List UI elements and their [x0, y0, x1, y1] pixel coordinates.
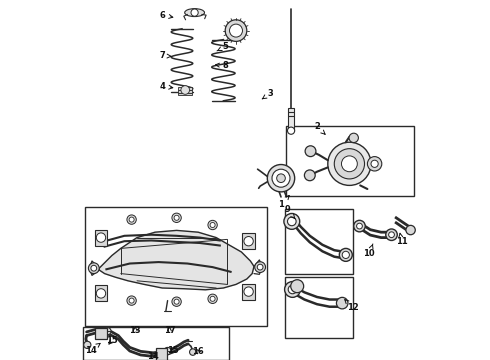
Circle shape: [158, 350, 165, 357]
Circle shape: [337, 297, 348, 309]
Circle shape: [129, 217, 134, 222]
Circle shape: [104, 328, 111, 335]
Circle shape: [191, 9, 198, 16]
Circle shape: [268, 165, 294, 192]
Circle shape: [277, 174, 285, 183]
Circle shape: [97, 289, 106, 298]
Circle shape: [88, 263, 99, 274]
Bar: [288, 108, 294, 130]
Text: 9: 9: [284, 205, 295, 219]
Circle shape: [354, 220, 365, 232]
Circle shape: [208, 294, 217, 303]
Circle shape: [389, 232, 394, 238]
Ellipse shape: [185, 9, 204, 17]
Bar: [95, 328, 107, 339]
Text: 17: 17: [164, 326, 175, 335]
Circle shape: [288, 217, 296, 226]
Bar: [286, 126, 414, 196]
Circle shape: [304, 170, 315, 181]
Text: 7: 7: [159, 51, 171, 60]
Text: 12: 12: [345, 300, 359, 312]
Text: 4: 4: [159, 82, 173, 91]
Circle shape: [164, 347, 171, 355]
Text: 14: 14: [85, 343, 100, 355]
Text: 13: 13: [129, 326, 141, 335]
Circle shape: [229, 24, 243, 37]
Bar: [83, 327, 229, 360]
Circle shape: [97, 233, 106, 242]
Text: 1: 1: [278, 195, 289, 209]
Circle shape: [305, 146, 316, 157]
Circle shape: [291, 280, 304, 293]
Bar: [156, 348, 167, 360]
Circle shape: [339, 248, 352, 261]
Circle shape: [174, 215, 179, 220]
Circle shape: [84, 341, 91, 348]
Circle shape: [257, 264, 263, 270]
Bar: [242, 284, 255, 300]
Text: 5: 5: [217, 42, 228, 51]
Circle shape: [255, 262, 266, 273]
Bar: [95, 230, 107, 246]
Circle shape: [181, 86, 190, 94]
Circle shape: [284, 213, 300, 229]
Bar: [285, 277, 353, 338]
Circle shape: [127, 215, 136, 224]
Circle shape: [210, 296, 215, 301]
Bar: [178, 87, 192, 90]
Circle shape: [244, 237, 253, 246]
Circle shape: [406, 225, 416, 235]
Circle shape: [371, 160, 378, 167]
Circle shape: [172, 297, 181, 306]
Circle shape: [328, 142, 371, 185]
Text: 14: 14: [147, 352, 159, 360]
Circle shape: [342, 251, 349, 258]
Circle shape: [334, 149, 365, 179]
Bar: [242, 233, 255, 249]
Circle shape: [342, 156, 357, 172]
Circle shape: [386, 229, 397, 240]
Circle shape: [368, 157, 382, 171]
Circle shape: [129, 298, 134, 303]
Circle shape: [244, 287, 253, 296]
Circle shape: [208, 220, 217, 230]
Text: 11: 11: [396, 233, 408, 246]
Text: 6: 6: [159, 10, 173, 19]
Circle shape: [285, 282, 300, 297]
Circle shape: [357, 223, 363, 229]
Circle shape: [127, 296, 136, 305]
Text: 2: 2: [314, 122, 325, 134]
Circle shape: [272, 169, 290, 187]
Circle shape: [210, 222, 215, 228]
Bar: [178, 93, 192, 95]
Text: 15: 15: [167, 346, 179, 355]
Text: 16: 16: [192, 347, 204, 356]
Circle shape: [288, 285, 297, 294]
Circle shape: [288, 127, 294, 134]
Bar: [85, 207, 267, 326]
Circle shape: [190, 349, 196, 355]
Circle shape: [91, 265, 97, 271]
Text: 15: 15: [106, 336, 118, 346]
Text: 10: 10: [364, 244, 375, 258]
Polygon shape: [99, 230, 254, 290]
Circle shape: [98, 330, 104, 337]
Circle shape: [225, 20, 247, 41]
Text: 8: 8: [216, 61, 228, 70]
Bar: [285, 209, 353, 274]
Text: 3: 3: [262, 89, 273, 99]
Circle shape: [174, 299, 179, 304]
Bar: [95, 285, 107, 301]
Bar: [178, 90, 192, 93]
Circle shape: [172, 213, 181, 222]
Circle shape: [349, 133, 358, 143]
